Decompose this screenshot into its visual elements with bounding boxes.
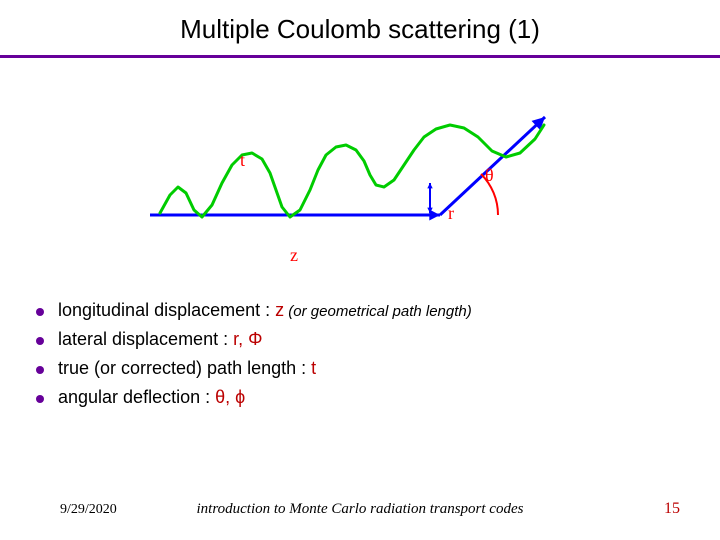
bullet-dot-icon (36, 308, 44, 316)
footer-subtitle: introduction to Monte Carlo radiation tr… (0, 501, 720, 518)
bullet-pre: lateral displacement : (58, 329, 233, 349)
bullet-text: true (or corrected) path length : t (58, 358, 316, 379)
label-r: r (448, 203, 454, 224)
bullet-dot-icon (36, 337, 44, 345)
bullet-keyword: r, Φ (233, 329, 262, 349)
slide-title: Multiple Coulomb scattering (1) (0, 14, 720, 45)
bullet-pre: longitudinal displacement : (58, 300, 275, 320)
bullet-keyword: t (311, 358, 316, 378)
label-t: t (240, 150, 245, 171)
bullet-item: true (or corrected) path length : t (36, 358, 472, 379)
bullet-text: lateral displacement : r, Φ (58, 329, 262, 350)
bullet-text: longitudinal displacement : z (or geomet… (58, 300, 472, 321)
bullet-keyword: θ, ϕ (215, 387, 245, 407)
bullet-list: longitudinal displacement : z (or geomet… (36, 300, 472, 416)
diagram-svg (140, 95, 560, 265)
title-underline (0, 55, 720, 58)
bullet-item: angular deflection : θ, ϕ (36, 387, 472, 408)
bullet-dot-icon (36, 366, 44, 374)
scattering-diagram: t θ r z (140, 95, 560, 265)
bullet-text: angular deflection : θ, ϕ (58, 387, 245, 408)
bullet-item: lateral displacement : r, Φ (36, 329, 472, 350)
bullet-item: longitudinal displacement : z (or geomet… (36, 300, 472, 321)
label-z: z (290, 245, 298, 266)
bullet-keyword: z (275, 300, 284, 320)
bullet-pre: angular deflection : (58, 387, 215, 407)
bullet-pre: true (or corrected) path length : (58, 358, 311, 378)
label-theta: θ (485, 165, 494, 186)
bullet-post: (or geometrical path length) (284, 303, 472, 320)
bullet-dot-icon (36, 395, 44, 403)
footer-page-number: 15 (664, 500, 680, 518)
